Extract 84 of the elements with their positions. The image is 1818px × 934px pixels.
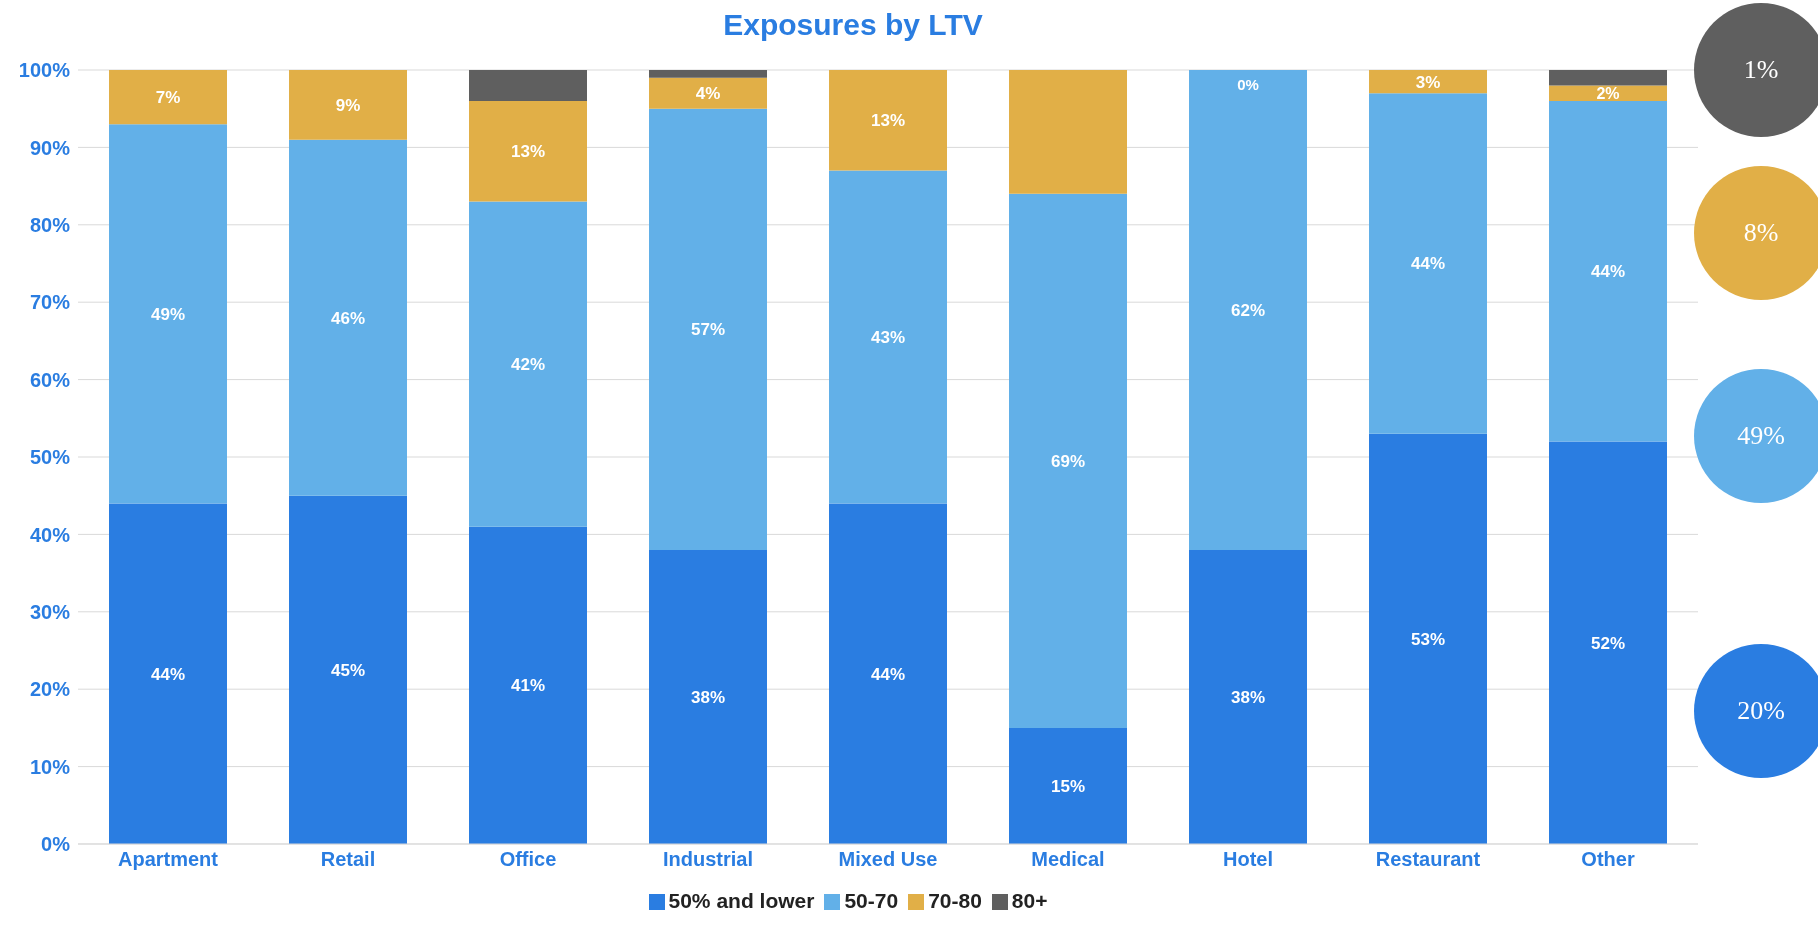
bar	[289, 139, 407, 496]
y-tick-label: 40%	[29, 523, 71, 546]
bar	[1369, 70, 1487, 94]
circle-badge: 20%	[1694, 644, 1818, 778]
bar	[1009, 727, 1127, 844]
legend-label: 50% and lower	[668, 889, 815, 912]
data-label: 4%	[695, 84, 721, 104]
data-label: 62%	[1230, 300, 1266, 320]
data-label: 45%	[330, 660, 366, 680]
bar	[1189, 549, 1307, 844]
data-label: 44%	[150, 664, 186, 684]
y-tick-label: 90%	[29, 136, 71, 159]
data-label: 53%	[1410, 629, 1446, 649]
data-label: 2%	[1596, 84, 1620, 102]
x-tick-label: Hotel	[1223, 848, 1273, 871]
y-tick-label: 50%	[29, 446, 71, 469]
bar	[469, 100, 587, 202]
bar	[649, 549, 767, 844]
bar	[649, 77, 767, 109]
bar	[649, 70, 767, 78]
data-label: 15%	[1050, 776, 1086, 796]
data-label: 42%	[510, 355, 546, 375]
bar	[1009, 193, 1127, 728]
data-label: 44%	[1590, 262, 1626, 282]
bar	[1189, 70, 1307, 550]
bar	[649, 108, 767, 550]
data-label: 13%	[510, 142, 546, 162]
bar	[1549, 441, 1667, 844]
data-label: 44%	[870, 664, 906, 684]
x-tick-label: Industrial	[662, 848, 754, 871]
bar	[469, 526, 587, 844]
data-label: 3%	[1415, 72, 1441, 92]
bar	[1549, 85, 1667, 101]
y-tick-label: 10%	[29, 755, 71, 778]
bar	[1369, 93, 1487, 434]
bar	[829, 503, 947, 844]
x-tick-label: Medical	[1031, 848, 1105, 871]
data-label: 38%	[690, 687, 726, 707]
data-label: 69%	[1050, 451, 1086, 471]
bar	[469, 70, 587, 101]
legend-label: 80+	[1011, 889, 1048, 912]
data-label: 52%	[1590, 633, 1626, 653]
x-tick-label: Apartment	[117, 848, 219, 871]
circle-badge: 1%	[1694, 3, 1818, 137]
y-tick-label: 60%	[29, 368, 71, 391]
data-label: 38%	[1230, 687, 1266, 707]
x-tick-label: Restaurant	[1375, 848, 1481, 871]
circle-badge: 49%	[1694, 369, 1818, 503]
x-tick-label: Other	[1581, 848, 1635, 871]
x-tick-label: Retail	[320, 848, 376, 871]
bar	[109, 503, 227, 844]
legend-label: 70-80	[928, 889, 982, 912]
data-label: 41%	[510, 676, 546, 696]
bar	[1549, 70, 1667, 86]
data-label: 57%	[690, 320, 726, 340]
data-label: 46%	[330, 308, 366, 328]
y-tick-label: 80%	[29, 213, 71, 236]
y-tick-label: 100%	[18, 59, 71, 82]
y-tick-label: 0%	[41, 833, 71, 856]
data-label: 43%	[870, 327, 906, 347]
circle-badge: 8%	[1694, 166, 1818, 300]
data-label: 7%	[155, 88, 181, 108]
bar	[1009, 70, 1127, 194]
bar	[829, 70, 947, 171]
x-tick-label: Mixed Use	[838, 848, 938, 871]
data-label: 49%	[150, 304, 186, 324]
bar	[1369, 433, 1487, 844]
bar	[109, 124, 227, 504]
data-label: 0%	[1237, 76, 1259, 93]
y-tick-label: 30%	[29, 600, 71, 623]
bar	[289, 495, 407, 844]
legend-label: 50-70	[844, 889, 899, 912]
bar	[289, 70, 407, 140]
data-label: 44%	[1410, 254, 1446, 274]
y-tick-label: 20%	[29, 678, 71, 701]
y-tick-label: 70%	[29, 291, 71, 314]
data-label: 9%	[335, 95, 361, 115]
chart-title: Exposures by LTV	[722, 8, 984, 42]
bar	[109, 70, 227, 125]
bar	[829, 170, 947, 504]
bar	[469, 201, 587, 527]
data-label: 13%	[870, 111, 906, 131]
x-tick-label: Office	[499, 848, 557, 871]
bar	[1549, 100, 1667, 442]
